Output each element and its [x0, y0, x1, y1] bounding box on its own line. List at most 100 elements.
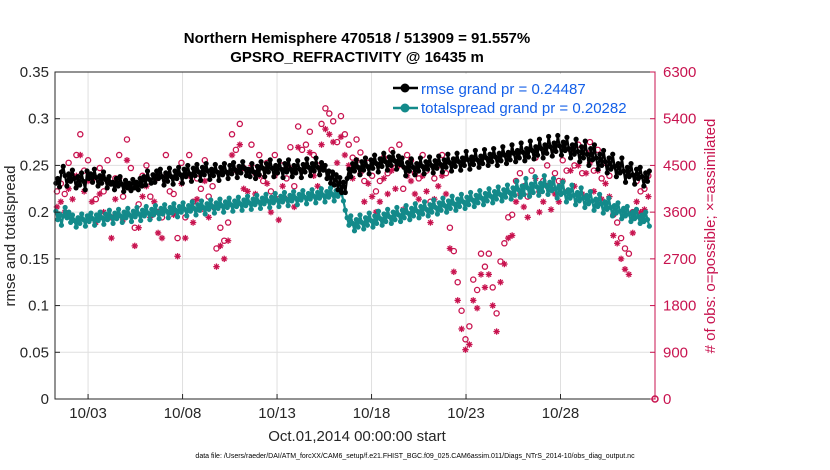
rmse-point [373, 160, 380, 167]
obs-assimilated-point [536, 208, 543, 216]
rmse-point [527, 138, 533, 144]
totalspread-point [366, 210, 372, 216]
totalspread-point [490, 200, 496, 206]
rmse-point [487, 151, 493, 157]
totalspread-point [248, 206, 254, 212]
totalspread-point [591, 207, 597, 213]
rmse-point [509, 142, 515, 148]
obs-possible-point [143, 162, 150, 169]
totalspread-point [373, 220, 380, 226]
rmse-point [397, 161, 403, 168]
obs-possible-point [65, 159, 72, 167]
rmse-point [377, 156, 383, 162]
totalspread-point [254, 192, 260, 198]
totalspread-point [348, 213, 354, 219]
obs-assimilated-point [493, 328, 500, 335]
rmse-point [99, 180, 105, 186]
totalspread-point [64, 215, 70, 221]
obs-assimilated-point [123, 157, 131, 164]
rmse-point [600, 147, 607, 154]
totalspread-point [289, 198, 295, 204]
totalspread-point [455, 196, 461, 202]
rmse-point [331, 182, 337, 188]
rmse-point [465, 157, 471, 163]
obs-assimilated-point [376, 198, 384, 205]
totalspread-point [241, 197, 247, 203]
obs-possible-point [586, 138, 594, 146]
totalspread-point [515, 187, 522, 193]
rmse-point [646, 168, 652, 174]
rmse-point [249, 160, 255, 167]
rmse-point [410, 164, 416, 170]
obs-assimilated-point [193, 195, 201, 203]
totalspread-point [73, 224, 79, 230]
obs-assimilated-point [205, 214, 212, 221]
rmse-point [568, 155, 574, 161]
totalspread-point [66, 209, 72, 215]
rmse-point [188, 178, 195, 184]
legend-rmse-label: rmse grand pr = 0.24487 [421, 81, 586, 98]
totalspread-point [477, 188, 483, 194]
totalspread-point [195, 202, 201, 208]
totalspread-point [79, 211, 85, 217]
y-axis-label-right: # of obs: o=possible; ×=assimilated [702, 119, 719, 354]
rmse-point [436, 153, 442, 159]
rmse-point [212, 161, 218, 168]
y-tick-label-left: 0.15 [20, 251, 49, 268]
obs-possible-point [329, 118, 337, 125]
x-tick-label: 10/08 [164, 405, 202, 422]
rmse-point [518, 140, 524, 146]
rmse-point [190, 165, 196, 171]
totalspread-point [458, 191, 464, 197]
obs-possible-point [170, 190, 177, 198]
rmse-point [128, 188, 134, 194]
totalspread-point [331, 198, 337, 204]
obs-assimilated-point [182, 234, 189, 242]
rmse-point [621, 168, 627, 174]
rmse-point [500, 144, 506, 150]
rmse-point [342, 189, 348, 196]
totalspread-point [291, 188, 297, 195]
totalspread-point [228, 202, 234, 208]
rmse-point [55, 175, 61, 182]
rmse-point [130, 176, 136, 183]
totalspread-point [351, 228, 358, 234]
rmse-point [388, 162, 394, 169]
obs-assimilated-point [602, 180, 609, 187]
totalspread-point [493, 196, 499, 202]
totalspread-point [198, 198, 205, 204]
totalspread-point [174, 214, 181, 220]
totalspread-point [237, 201, 243, 207]
totalspread-point [523, 175, 529, 182]
totalspread-point [318, 186, 324, 192]
rmse-point [225, 175, 231, 182]
totalspread-point [359, 219, 365, 226]
x-axis-label: Oct.01,2014 00:00:00 start [268, 428, 446, 445]
obs-possible-point [528, 167, 535, 174]
rmse-point [280, 174, 286, 181]
rmse-point [207, 176, 213, 183]
totalspread-point [497, 191, 503, 197]
rmse-point [152, 179, 158, 185]
obs-possible-point [372, 188, 380, 195]
totalspread-point [464, 194, 470, 200]
totalspread-point [182, 206, 188, 212]
obs-possible-point [341, 131, 349, 138]
obs-assimilated-point [625, 271, 633, 278]
totalspread-point [193, 212, 199, 218]
y-tick-label-right: 5400 [663, 111, 696, 128]
totalspread-point [539, 188, 546, 195]
totalspread-point [412, 201, 418, 207]
totalspread-point [270, 200, 276, 206]
obs-possible-point [625, 250, 633, 257]
rmse-point [447, 160, 453, 166]
obs-assimilated-point [547, 206, 555, 213]
totalspread-point [519, 183, 525, 189]
x-tick-label: 10/23 [447, 405, 485, 422]
rmse-point [593, 155, 599, 161]
rmse-point [163, 170, 169, 176]
obs-assimilated-point [318, 141, 325, 148]
rmse-point [209, 166, 215, 172]
rmse-point [309, 160, 315, 167]
totalspread-point [525, 185, 531, 191]
